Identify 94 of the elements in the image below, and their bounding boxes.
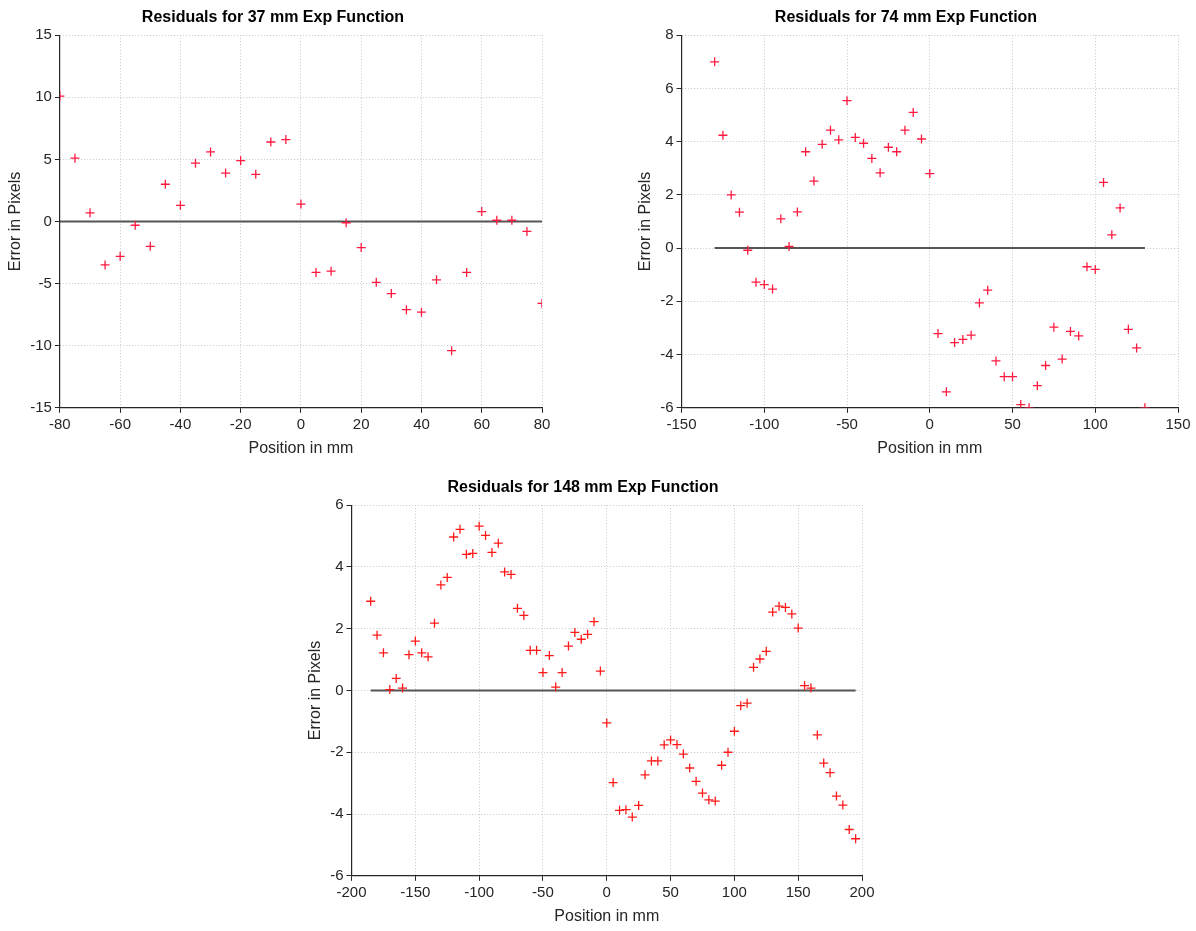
y-tick-label: 6 — [335, 495, 344, 513]
x-tick-label: 0 — [602, 882, 611, 900]
y-tick-label: 4 — [335, 557, 344, 575]
x-tick-label: 0 — [925, 414, 934, 432]
point — [1057, 353, 1068, 365]
point — [506, 215, 518, 226]
y-axis-title: Error in Pixels — [636, 171, 654, 272]
x-tick-label: -100 — [749, 414, 780, 432]
y-tick-label: -2 — [330, 742, 344, 760]
x-tick-label: -60 — [109, 414, 131, 432]
point — [990, 355, 1002, 367]
x-tick-label: -50 — [532, 882, 554, 900]
x-tick-label: -20 — [229, 414, 252, 432]
y-tick-label: 8 — [665, 25, 674, 43]
y-tick-label: -10 — [30, 335, 52, 353]
point — [965, 329, 977, 341]
point — [1048, 322, 1060, 333]
x-tick-label: -150 — [666, 414, 697, 432]
y-tick-label: -5 — [38, 273, 52, 291]
x-tick-label: 40 — [413, 414, 430, 432]
x-tick-label: -50 — [836, 414, 858, 432]
point — [1081, 261, 1093, 272]
point — [717, 130, 729, 141]
x-tick-label: 20 — [352, 414, 370, 432]
point — [974, 297, 985, 309]
y-tick-label: 15 — [35, 25, 52, 43]
x-axis-title: Position in mm — [877, 438, 983, 456]
point — [220, 167, 231, 179]
point — [115, 251, 126, 262]
x-tick-label: 200 — [849, 882, 875, 900]
y-tick-label: -15 — [30, 397, 52, 415]
point — [310, 267, 322, 278]
x-tick-label: 60 — [473, 414, 491, 432]
point — [899, 125, 911, 136]
point — [792, 206, 803, 218]
point — [783, 241, 795, 252]
x-axis-title: Position in mm — [554, 906, 660, 924]
y-tick-label: 5 — [43, 149, 52, 167]
y-tick-label: 6 — [665, 78, 674, 96]
point — [874, 167, 886, 178]
y-axis-title: Error in Pixels — [6, 171, 24, 272]
point — [1131, 342, 1142, 354]
point — [841, 95, 853, 106]
y-tick-label: 10 — [35, 87, 52, 105]
y-tick-label: -4 — [660, 344, 674, 362]
point — [190, 157, 201, 169]
point — [808, 175, 820, 187]
y-tick-label: -6 — [660, 397, 674, 415]
point — [916, 133, 927, 145]
chart-title: Residuals for 148 mm Exp Function — [447, 478, 719, 496]
y-tick-label: -6 — [330, 865, 344, 883]
point — [295, 198, 307, 210]
point — [767, 283, 778, 295]
point — [99, 259, 111, 271]
y-tick-label: 4 — [665, 131, 674, 149]
x-axis-title: Position in mm — [248, 438, 354, 456]
x-tick-label: -80 — [49, 414, 71, 432]
point — [325, 266, 337, 277]
x-tick-label: 50 — [1004, 414, 1021, 432]
x-tick-label: 150 — [785, 882, 811, 900]
point — [750, 277, 762, 288]
x-tick-label: -200 — [336, 882, 367, 900]
x-tick-label: -150 — [400, 882, 431, 900]
point — [431, 274, 442, 286]
x-tick-label: 50 — [662, 882, 679, 900]
point — [1073, 330, 1084, 342]
point — [1114, 202, 1126, 214]
point — [84, 207, 96, 218]
y-tick-label: 0 — [335, 680, 344, 698]
point — [205, 146, 216, 158]
chart-title: Residuals for 37 mm Exp Function — [141, 8, 405, 26]
y-tick-label: -4 — [330, 804, 344, 822]
x-tick-label: -40 — [169, 414, 192, 432]
x-tick-label: 150 — [1165, 414, 1191, 432]
point — [280, 134, 292, 145]
y-tick-label: -2 — [660, 291, 674, 309]
y-tick-label: 2 — [335, 618, 344, 636]
point — [957, 334, 969, 345]
x-tick-label: 100 — [721, 882, 747, 900]
chart-title: Residuals for 74 mm Exp Function — [774, 8, 1038, 26]
point — [521, 226, 533, 237]
point — [726, 189, 737, 201]
point — [69, 153, 81, 164]
y-tick-label: 0 — [43, 211, 52, 229]
x-tick-label: 100 — [1082, 414, 1108, 432]
point — [265, 136, 276, 148]
x-tick-label: 0 — [296, 414, 306, 432]
y-tick-label: 0 — [665, 238, 674, 256]
x-tick-label: 80 — [533, 414, 551, 432]
y-axis-title: Error in Pixels — [306, 640, 324, 741]
point — [340, 217, 352, 228]
point — [932, 328, 944, 339]
y-tick-label: 2 — [665, 185, 674, 203]
x-tick-label: -100 — [464, 882, 495, 900]
